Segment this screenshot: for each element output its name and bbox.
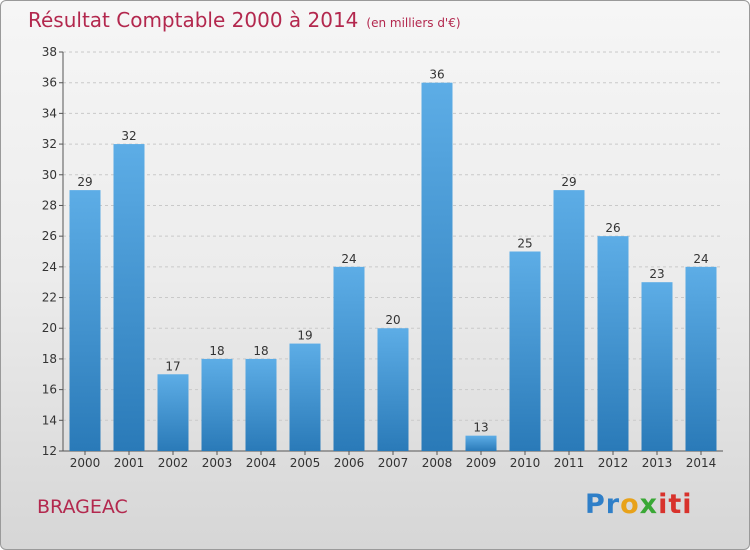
y-tick-label: 28 bbox=[42, 198, 57, 212]
chart-title: Résultat Comptable 2000 à 2014 (en millie… bbox=[28, 8, 461, 32]
x-tick-label-2005: 2005 bbox=[290, 456, 321, 470]
logo-part-4: iti bbox=[658, 489, 693, 520]
y-tick-label: 26 bbox=[42, 229, 57, 243]
y-tick-label: 14 bbox=[42, 413, 57, 427]
x-tick-label-2000: 2000 bbox=[70, 456, 101, 470]
bar-2004 bbox=[245, 358, 277, 451]
data-label-2004: 18 bbox=[253, 344, 268, 358]
data-label-2001: 32 bbox=[121, 129, 136, 143]
bar-2014 bbox=[685, 266, 717, 451]
x-tick-label-2001: 2001 bbox=[114, 456, 145, 470]
x-tick-label-2012: 2012 bbox=[598, 456, 629, 470]
y-tick-label: 20 bbox=[42, 321, 57, 335]
bar-2005 bbox=[289, 343, 321, 451]
data-label-2009: 13 bbox=[473, 421, 488, 435]
x-tick-label-2006: 2006 bbox=[334, 456, 365, 470]
y-tick-label: 18 bbox=[42, 352, 57, 366]
x-tick-label-2013: 2013 bbox=[642, 456, 673, 470]
chart-title-text: Résultat Comptable 2000 à 2014 bbox=[28, 8, 359, 32]
data-label-2012: 26 bbox=[605, 221, 620, 235]
x-tick-label-2003: 2003 bbox=[202, 456, 233, 470]
y-tick-label: 12 bbox=[42, 444, 57, 458]
data-label-2013: 23 bbox=[649, 267, 664, 281]
y-tick-label: 30 bbox=[42, 168, 57, 182]
bar-2012 bbox=[597, 236, 629, 451]
bars bbox=[69, 82, 717, 452]
y-tick-label: 36 bbox=[42, 76, 57, 90]
proxiti-logo[interactable]: Proxiti bbox=[585, 489, 693, 520]
data-label-2011: 29 bbox=[561, 175, 576, 189]
bar-2006 bbox=[333, 266, 365, 451]
data-labels: 29 32 17 18 18 19 24 20 36 13 25 29 26 23 24 bbox=[77, 68, 708, 435]
x-tick-label-2002: 2002 bbox=[158, 456, 189, 470]
logo-part-2: o bbox=[620, 489, 640, 520]
x-tick-label-2008: 2008 bbox=[422, 456, 453, 470]
bar-2003 bbox=[201, 358, 233, 451]
x-tick-label-2014: 2014 bbox=[686, 456, 717, 470]
y-tick-label: 34 bbox=[42, 106, 57, 120]
data-label-2003: 18 bbox=[209, 344, 224, 358]
data-label-2000: 29 bbox=[77, 175, 92, 189]
x-tick-label-2011: 2011 bbox=[554, 456, 585, 470]
data-label-2006: 24 bbox=[341, 252, 356, 266]
y-tick-label: 16 bbox=[42, 383, 57, 397]
axes: 12 14 16 18 20 22 24 26 28 30 32 34 36 38 2000 2001 2002… bbox=[42, 45, 723, 470]
data-label-2010: 25 bbox=[517, 237, 532, 251]
bar-2001 bbox=[113, 144, 145, 452]
data-label-2007: 20 bbox=[385, 313, 400, 327]
chart-subtitle: (en milliers d'€) bbox=[366, 16, 461, 30]
y-tick-label: 32 bbox=[42, 137, 57, 151]
y-tick-label: 38 bbox=[42, 45, 57, 59]
bar-2010 bbox=[509, 251, 541, 451]
commune-name: BRAGEAC bbox=[37, 496, 128, 518]
bar-2009 bbox=[465, 435, 497, 451]
logo-part-3: x bbox=[639, 489, 659, 520]
y-tick-label: 22 bbox=[42, 291, 57, 305]
data-label-2002: 17 bbox=[165, 359, 180, 373]
x-tick-label-2010: 2010 bbox=[510, 456, 541, 470]
bar-2008 bbox=[421, 82, 453, 451]
data-label-2014: 24 bbox=[693, 252, 708, 266]
bar-2000 bbox=[69, 190, 101, 451]
bar-2013 bbox=[641, 282, 673, 451]
y-tick-label: 24 bbox=[42, 260, 57, 274]
data-label-2005: 19 bbox=[297, 329, 312, 343]
x-tick-label-2007: 2007 bbox=[378, 456, 409, 470]
x-tick-label-2004: 2004 bbox=[246, 456, 277, 470]
logo-part-1: Pr bbox=[585, 489, 621, 520]
bar-2002 bbox=[157, 374, 189, 451]
data-label-2008: 36 bbox=[429, 68, 444, 82]
x-tick-label-2009: 2009 bbox=[466, 456, 497, 470]
bar-2007 bbox=[377, 328, 409, 451]
bar-2011 bbox=[553, 190, 585, 451]
